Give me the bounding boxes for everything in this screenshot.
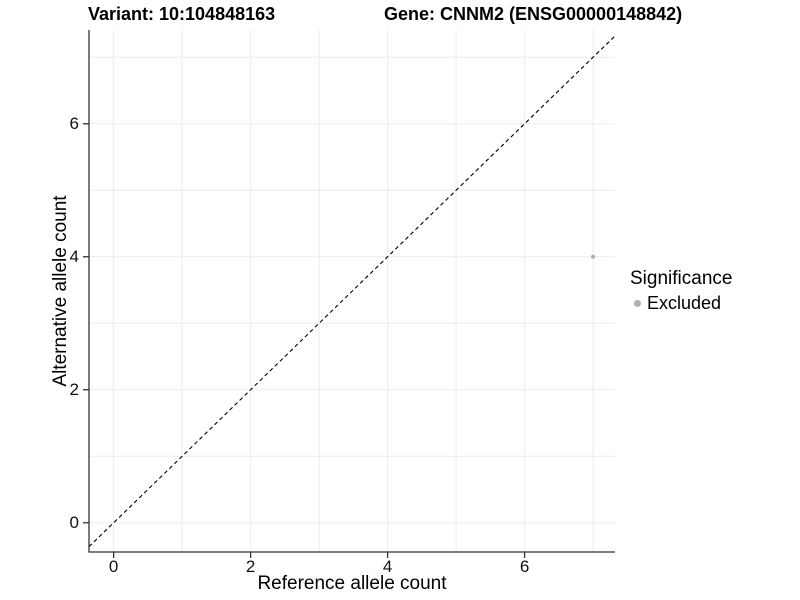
- y-tick-label: 6: [69, 113, 79, 133]
- y-tick-label: 0: [69, 512, 79, 532]
- legend: Significance Excluded: [630, 268, 732, 314]
- x-axis-title: Reference allele count: [257, 573, 447, 594]
- x-tick-label: 2: [245, 557, 256, 576]
- x-tick-label: 6: [519, 557, 530, 576]
- x-tick-label: 0: [108, 557, 119, 576]
- y-tick-label: 4: [69, 246, 79, 266]
- plot-panel: [83, 30, 616, 558]
- identity-line: [88, 35, 616, 548]
- legend-item-excluded: Excluded: [630, 293, 732, 314]
- x-tick-label: 4: [382, 557, 393, 576]
- plot-title-gene: Gene: CNNM2 (ENSG00000148842): [384, 4, 683, 24]
- y-axis-title: Alternative allele count: [50, 195, 71, 387]
- legend-point-icon: [634, 300, 641, 307]
- legend-title: Significance: [630, 268, 733, 289]
- y-tick-label: 2: [69, 379, 79, 399]
- plot-title-variant: Variant: 10:104848163: [88, 4, 276, 24]
- legend-item-label: Excluded: [647, 293, 722, 313]
- data-point: [590, 254, 596, 259]
